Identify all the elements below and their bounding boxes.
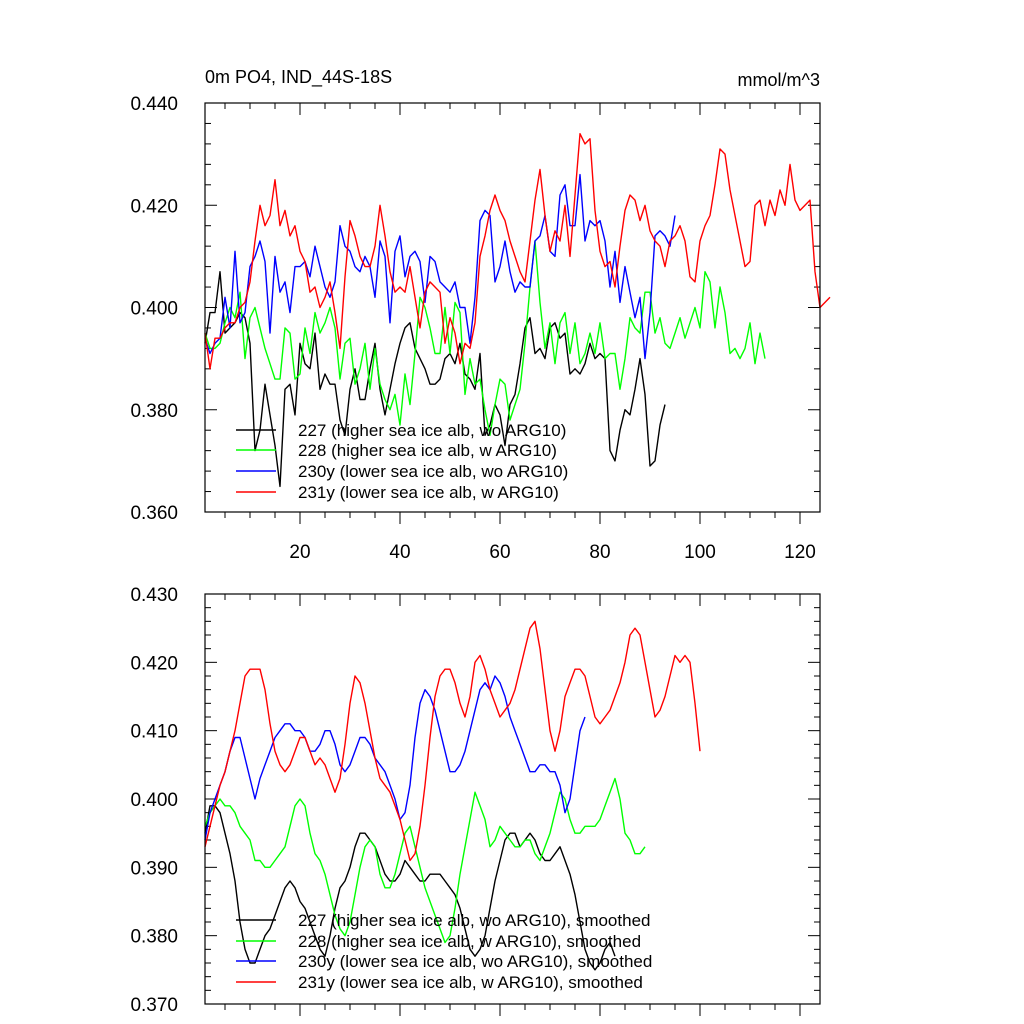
series-line [204, 240, 766, 436]
y-tick-label: 0.370 [130, 995, 178, 1016]
series-line [204, 777, 646, 944]
top-series [204, 132, 831, 488]
x-tick-label: 40 [389, 542, 410, 563]
x-tick-label: 20 [289, 542, 310, 563]
top-ticks: 0.360 0.380 0.400 0.420 0.440 20 40 60 80 100 120 [130, 94, 820, 563]
top-legend: 227 (higher sea ice alb, wo ARG10) 228 (… [236, 421, 568, 502]
y-tick-label: 0.380 [130, 401, 178, 422]
top-plot-frame [204, 102, 821, 513]
units-label: mmol/m^3 [738, 70, 820, 90]
legend-label-231y: 231y (lower sea ice alb, w ARG10) [298, 483, 559, 502]
legend-label-228-smoothed: 228 (higher sea ice alb, w ARG10), smoot… [298, 932, 641, 951]
y-tick-label: 0.380 [130, 927, 178, 948]
top-panel: 0m PO4, IND_44S-18S mmol/m^3 0.3600.3800… [130, 67, 831, 563]
y-tick-label: 0.440 [130, 94, 178, 115]
series-line [204, 271, 666, 488]
x-tick-label: 80 [589, 542, 610, 563]
y-tick-label: 0.410 [130, 722, 178, 743]
legend-label-230y-smoothed: 230y (lower sea ice alb, wo ARG10), smoo… [298, 952, 652, 971]
series-line [204, 620, 701, 862]
y-tick-label: 0.430 [130, 585, 178, 606]
y-tick-label: 0.420 [130, 196, 178, 217]
y-tick-label: 0.420 [130, 653, 178, 674]
y-tick-label: 0.390 [130, 858, 178, 879]
legend-label-228: 228 (higher sea ice alb, w ARG10) [298, 441, 557, 460]
y-tick-label: 0.360 [130, 503, 178, 524]
x-tick-label: 120 [784, 542, 816, 563]
x-tick-label: 100 [684, 542, 716, 563]
series-line [204, 132, 831, 370]
bottom-legend: 227 (higher sea ice alb, wo ARG10), smoo… [236, 911, 652, 992]
y-tick-label: 0.400 [130, 299, 178, 320]
legend-label-230y: 230y (lower sea ice alb, wo ARG10) [298, 462, 568, 481]
legend-label-227-smoothed: 227 (higher sea ice alb, wo ARG10), smoo… [298, 911, 650, 930]
series-line [204, 675, 586, 841]
legend-label-227: 227 (higher sea ice alb, wo ARG10) [298, 421, 566, 440]
x-tick-label: 60 [489, 542, 510, 563]
legend-label-231y-smoothed: 231y (lower sea ice alb, w ARG10), smoot… [298, 973, 643, 992]
chart-title: 0m PO4, IND_44S-18S [205, 67, 392, 88]
bottom-plot-frame [204, 593, 821, 1005]
bottom-panel: 0.370 0.380 0.390 0.400 0.410 0.420 0.430 227 … [130, 585, 821, 1016]
y-tick-label: 0.400 [130, 790, 178, 811]
